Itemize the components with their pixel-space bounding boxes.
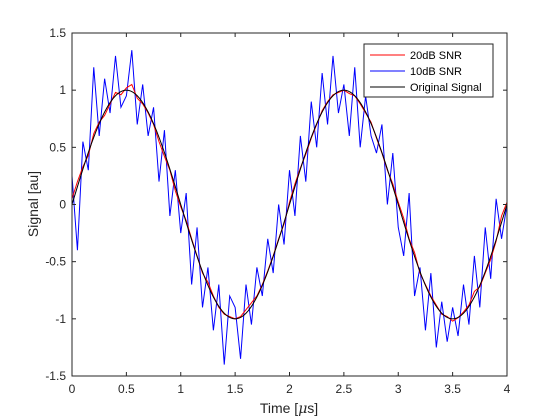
x-tick-label: 4 <box>504 382 511 396</box>
y-tick-label: 1 <box>59 83 66 97</box>
series-original-signal-line <box>71 89 508 320</box>
y-tick-label: 0 <box>59 198 66 212</box>
series-layer <box>71 50 508 365</box>
y-tick-label: 0.5 <box>49 140 66 154</box>
legend-label-original: Original Signal <box>410 82 482 94</box>
y-axis: -1.5 -1 -0.5 0 0.5 1 1.5 <box>45 26 507 383</box>
y-tick-label: 1.5 <box>49 26 66 40</box>
x-axis-label-mu: μ <box>298 401 307 417</box>
x-tick-label: 3 <box>395 382 402 396</box>
x-tick-label: 0 <box>69 382 76 396</box>
x-tick-label: 1.5 <box>227 382 244 396</box>
x-tick-label: 1 <box>177 382 184 396</box>
x-tick-label: 2.5 <box>336 382 353 396</box>
x-tick-label: 0.5 <box>118 382 135 396</box>
legend-label-20db: 20dB SNR <box>410 50 462 62</box>
series-10db-snr-line <box>71 50 508 365</box>
x-tick-label: 2 <box>286 382 293 396</box>
x-axis: 0 0.5 1 1.5 2 2.5 3 3.5 4 <box>69 33 511 396</box>
y-axis-label: Signal [au] <box>25 171 41 237</box>
x-tick-label: 3.5 <box>444 382 461 396</box>
series-20db-snr-line <box>71 83 508 322</box>
y-tick-label: -1 <box>55 312 66 326</box>
legend-label-10db: 10dB SNR <box>410 66 462 78</box>
y-tick-label: -0.5 <box>45 255 66 269</box>
y-tick-label: -1.5 <box>45 369 66 383</box>
legend: 20dB SNR 10dB SNR Original Signal <box>363 43 494 98</box>
x-axis-label: Time [μs] <box>260 400 318 417</box>
